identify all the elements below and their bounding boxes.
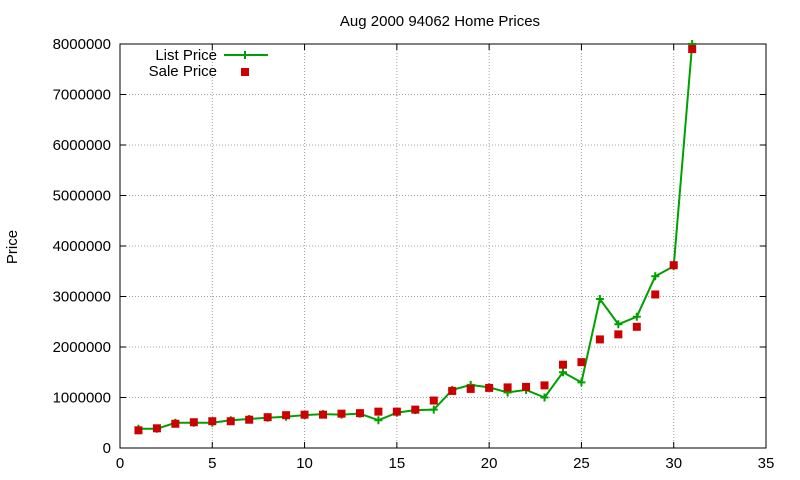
x-tick-label: 15 [389,455,406,472]
y-tick-label: 7000000 [53,87,111,104]
point-sale-price [688,45,697,54]
y-tick-label: 0 [103,440,111,457]
point-list-price [577,378,586,387]
legend: List Price Sale Price [149,47,268,80]
x-tick-label: 0 [116,455,124,472]
x-tick-label: 10 [296,455,313,472]
point-sale-price [171,419,180,428]
point-sale-price [392,407,401,416]
y-axis-label: Price [4,230,21,264]
chart-title: Aug 2000 94062 Home Prices [340,13,540,30]
point-list-price [632,312,641,321]
point-sale-price [595,335,604,344]
point-list-price [558,368,567,377]
y-tick-label: 1000000 [53,390,111,407]
point-sale-price [429,396,438,405]
point-sale-price [300,410,309,419]
point-sale-price [282,411,291,420]
point-sale-price [245,415,254,424]
point-sale-price [263,413,272,422]
y-tick-label: 2000000 [53,339,111,356]
point-sale-price [226,417,235,426]
point-sale-price [208,417,217,426]
point-sale-price [337,409,346,418]
point-sale-price [558,360,567,369]
point-sale-price [152,424,161,433]
point-sale-price [503,383,512,392]
point-sale-price [485,383,494,392]
point-sale-price [522,382,531,391]
legend-marker-sale-price [241,68,249,76]
x-tick-label: 20 [481,455,498,472]
point-sale-price [540,381,549,390]
x-tick-label: 30 [665,455,682,472]
y-tick-label: 6000000 [53,137,111,154]
point-sale-price [134,426,143,435]
legend-marker-list-price [241,51,249,59]
series-line-list-price [138,43,694,430]
point-sale-price [632,322,641,331]
x-tick-label: 25 [573,455,590,472]
point-list-price [595,295,604,304]
series [134,40,697,435]
y-tick-label: 4000000 [53,238,111,255]
point-list-price [614,320,623,329]
point-sale-price [411,405,420,414]
y-tick-label: 3000000 [53,289,111,306]
legend-label-sale-price: Sale Price [149,63,217,80]
point-sale-price [355,409,364,418]
point-sale-price [189,418,198,427]
point-list-price [429,405,438,414]
grid [120,44,766,448]
point-sale-price [374,407,383,416]
x-tick-label: 5 [208,455,216,472]
point-sale-price [651,290,660,299]
y-tick-label: 8000000 [53,36,111,53]
axis-ticks: 0 5 10 15 20 25 30 35 0 1000000 2000000 3000000 4000… [53,36,775,472]
point-sale-price [614,330,623,339]
y-tick-label: 5000000 [53,188,111,205]
x-tick-label: 35 [758,455,775,472]
point-list-price [540,393,549,402]
legend-label-list-price: List Price [155,47,217,64]
point-sale-price [669,261,678,270]
point-sale-price [319,410,328,419]
point-list-price [651,272,660,281]
point-sale-price [466,384,475,393]
point-list-price [374,416,383,425]
point-sale-price [448,386,457,395]
point-sale-price [577,358,586,367]
